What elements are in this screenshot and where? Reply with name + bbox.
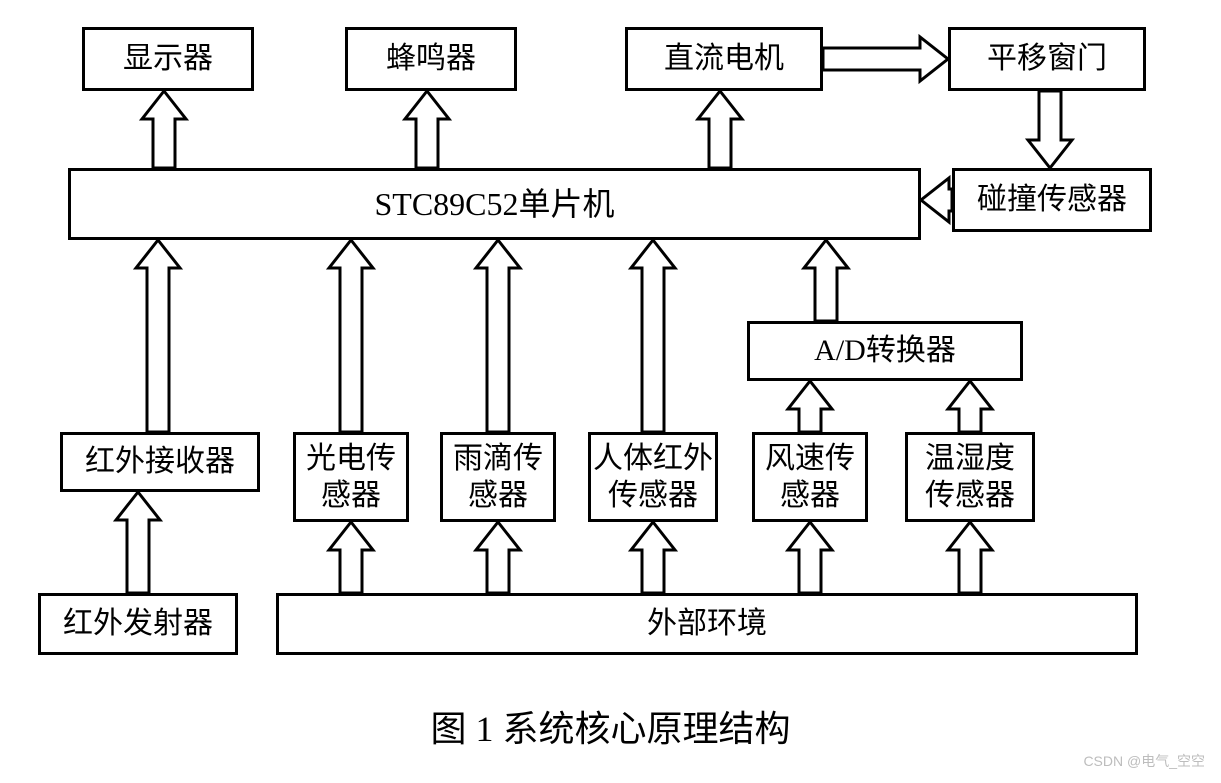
arr-irtx-irrecv: [116, 492, 160, 593]
arr-window-collision: [1028, 91, 1072, 168]
arr-mcu-display: [142, 91, 186, 168]
caption-text: 图 1 系统核心原理结构: [430, 709, 790, 749]
arr-rain-mcu: [476, 240, 520, 432]
arr-env-temphum: [948, 522, 992, 593]
arr-env-pir: [631, 522, 675, 593]
arr-irrecv-mcu: [136, 240, 180, 432]
arr-collision-mcu: [921, 178, 952, 222]
diagram-canvas: 显示器 蜂鸣器 直流电机 平移窗门 STC89C52单片机 碰撞传感器 A/D转…: [0, 0, 1221, 783]
arr-env-rain: [476, 522, 520, 593]
arr-env-wind: [788, 522, 832, 593]
arr-wind-adc: [788, 381, 832, 432]
arr-photo-mcu: [329, 240, 373, 432]
arr-temphum-adc: [948, 381, 992, 432]
arr-dcmotor-window: [823, 37, 948, 81]
figure-caption: 图 1 系统核心原理结构: [0, 700, 1221, 752]
arr-adc-mcu: [804, 240, 848, 321]
arr-env-photo: [329, 522, 373, 593]
arr-mcu-dcmotor: [698, 91, 742, 168]
watermark-text: CSDN @电气_空空: [1083, 751, 1205, 771]
arr-pir-mcu: [631, 240, 675, 432]
arr-mcu-buzzer: [405, 91, 449, 168]
arrows-layer: [0, 0, 1221, 783]
